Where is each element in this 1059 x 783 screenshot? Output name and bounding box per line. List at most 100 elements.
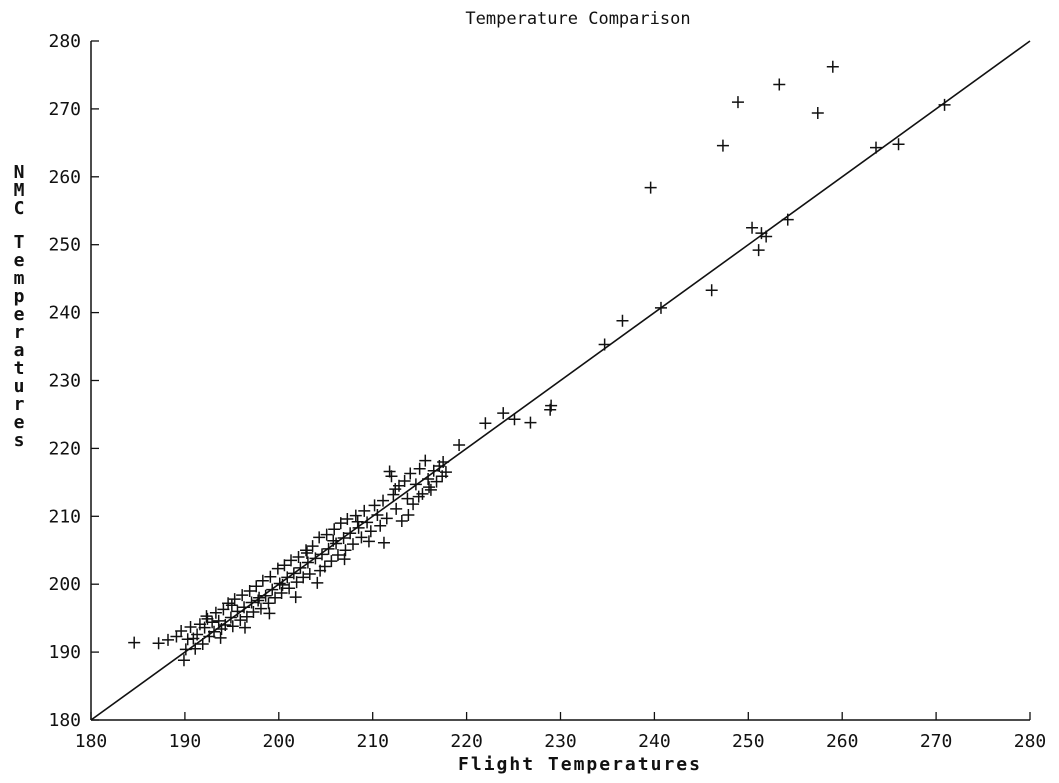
data-point <box>306 540 319 553</box>
data-point <box>224 611 237 624</box>
data-point <box>320 528 333 541</box>
data-point <box>214 631 227 644</box>
y-axis-label-char: u <box>14 376 25 397</box>
y-axis-ticks: 180 190 200 210 220 230 240 250 260 270 280 <box>48 31 99 731</box>
data-point <box>479 417 492 430</box>
data-point <box>424 483 437 496</box>
data-point <box>290 576 303 589</box>
y-tick-label: 260 <box>48 167 81 188</box>
y-tick-label: 200 <box>48 574 81 595</box>
data-point <box>355 531 368 544</box>
data-point <box>760 230 773 243</box>
data-point <box>437 455 450 468</box>
data-point <box>201 612 214 625</box>
y-axis-label-char: m <box>14 268 25 289</box>
data-point <box>497 407 510 420</box>
y-axis-label-char: t <box>14 358 25 379</box>
data-point <box>283 582 296 595</box>
data-point <box>705 284 718 297</box>
data-point <box>300 544 313 557</box>
data-point <box>225 599 238 612</box>
data-point <box>247 606 260 619</box>
data-point <box>398 474 411 487</box>
data-point <box>252 594 265 607</box>
data-point <box>262 597 275 610</box>
data-point <box>313 531 326 544</box>
data-point <box>200 610 213 623</box>
data-point <box>331 549 344 562</box>
data-point <box>453 439 466 452</box>
data-point <box>508 413 521 426</box>
data-point <box>177 654 190 667</box>
data-point <box>390 502 403 515</box>
data-point <box>716 139 729 152</box>
y-tick-label: 250 <box>48 235 81 256</box>
data-point <box>240 610 253 623</box>
data-point <box>407 498 420 511</box>
y-tick-label: 220 <box>48 438 81 459</box>
data-point <box>259 589 272 602</box>
data-point <box>228 593 241 606</box>
data-point <box>395 515 408 528</box>
y-tick-label: 270 <box>48 99 81 120</box>
y-tick-label: 230 <box>48 371 81 392</box>
y-axis-label-char: T <box>14 232 25 253</box>
data-point <box>189 642 202 655</box>
data-point <box>281 571 294 584</box>
data-point <box>349 509 362 522</box>
data-point <box>266 583 279 596</box>
data-point <box>325 555 338 568</box>
data-point <box>439 466 452 479</box>
y-axis-label-char: p <box>14 286 25 307</box>
x-axis-ticks: 180 190 200 210 220 230 240 250 260 270 280 <box>75 712 1046 752</box>
data-point <box>217 603 230 616</box>
y-tick-label: 190 <box>48 642 81 663</box>
data-point <box>243 584 256 597</box>
data-point <box>377 494 390 507</box>
x-tick-label: 240 <box>638 731 671 752</box>
data-point <box>401 492 414 505</box>
y-tick-label: 180 <box>48 710 81 731</box>
x-tick-label: 210 <box>356 731 389 752</box>
y-axis-label-char: N <box>14 162 25 183</box>
data-point <box>275 587 288 600</box>
data-point <box>245 596 258 609</box>
data-point <box>870 141 883 154</box>
y-axis-label-char: r <box>14 322 25 343</box>
data-point <box>387 488 400 501</box>
y-axis-label-char: e <box>14 412 25 433</box>
y-tick-label: 210 <box>48 506 81 527</box>
data-point <box>781 213 794 226</box>
data-point <box>402 508 415 521</box>
data-point <box>273 577 286 590</box>
x-tick-label: 230 <box>544 731 577 752</box>
data-point <box>311 576 324 589</box>
data-point <box>654 301 667 314</box>
y-tick-label: 280 <box>48 31 81 52</box>
data-point <box>374 519 387 532</box>
data-point <box>285 554 298 567</box>
data-point <box>289 591 302 604</box>
data-point <box>377 536 390 549</box>
data-point <box>412 490 425 503</box>
data-point <box>253 591 266 604</box>
data-point <box>271 562 284 575</box>
data-point <box>811 106 824 119</box>
data-point <box>198 621 211 634</box>
data-point <box>524 416 537 429</box>
x-tick-label: 260 <box>826 731 859 752</box>
x-tick-label: 270 <box>920 731 953 752</box>
data-point <box>598 338 611 351</box>
data-point <box>191 628 204 641</box>
data-point <box>175 625 188 638</box>
data-point <box>404 467 417 480</box>
data-point <box>413 462 426 475</box>
data-point <box>362 535 375 548</box>
data-point <box>301 556 314 569</box>
y-axis-label-char: e <box>14 304 25 325</box>
data-point <box>269 591 282 604</box>
data-point <box>161 633 174 646</box>
data-point <box>330 537 343 550</box>
